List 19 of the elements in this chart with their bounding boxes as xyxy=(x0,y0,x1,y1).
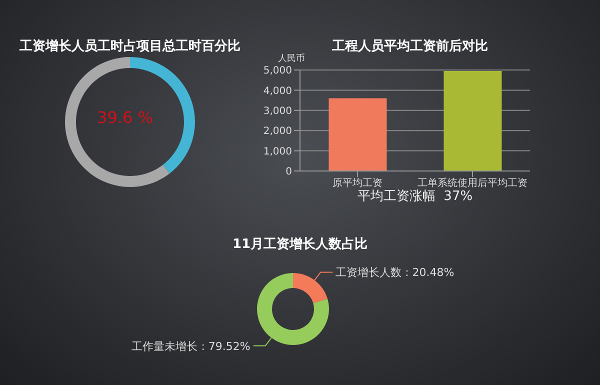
donut-slice xyxy=(257,273,329,345)
y-tick-label: 4,000 xyxy=(263,86,292,97)
chart-title: 工程人员平均工资前后对比 xyxy=(331,38,489,55)
slice-label: 工资增长人数 : 20.48% xyxy=(336,266,454,280)
text: 39.6 % xyxy=(97,108,153,127)
y-tick-label: 0 xyxy=(286,166,292,178)
y-tick-label: 3,000 xyxy=(263,106,292,117)
donut-slice xyxy=(65,57,170,187)
y-tick-label: 2,000 xyxy=(263,126,292,138)
chart-title: 工资增长人员工时占项目总工时百分比 xyxy=(18,38,242,55)
text: 平均工资涨幅 37% xyxy=(356,188,474,205)
chart-title: 11月工资增长人数占比 xyxy=(231,236,369,253)
x-tick-label: 原平均工资 xyxy=(332,177,382,190)
y-axis-title: 人民币 xyxy=(278,52,305,65)
y-tick-label: 5,000 xyxy=(263,66,292,77)
donut-slice xyxy=(130,57,195,174)
y-tick-label: 1,000 xyxy=(263,146,292,158)
slice-label: 工作量未增长 : 79.52% xyxy=(132,340,250,353)
x-tick-label: 工单系统使用后平均工资 xyxy=(418,177,528,190)
